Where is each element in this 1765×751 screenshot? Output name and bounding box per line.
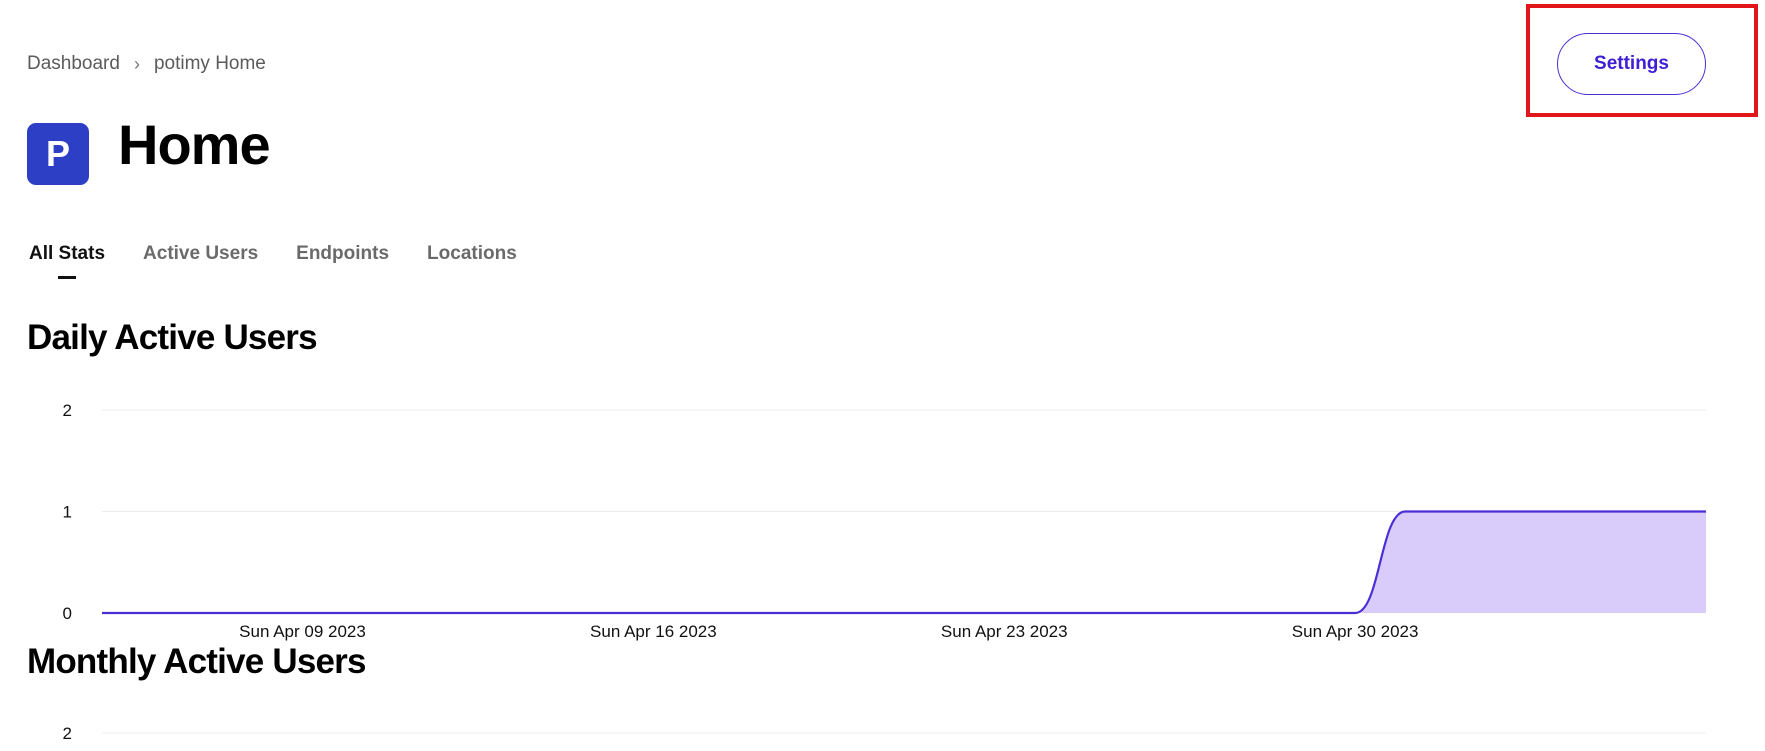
monthly-active-users-title: Monthly Active Users bbox=[27, 642, 366, 681]
daily-y-tick-1: 1 bbox=[63, 503, 72, 522]
daily-x-tick-1: Sun Apr 16 2023 bbox=[590, 622, 717, 641]
tab-active-users[interactable]: Active Users bbox=[143, 243, 259, 264]
daily-series-line bbox=[102, 510, 1706, 615]
daily-area-fill bbox=[102, 511, 1706, 613]
daily-y-tick-0: 0 bbox=[63, 604, 72, 623]
chevron-right-icon: › bbox=[133, 53, 140, 74]
app-avatar: P bbox=[27, 123, 89, 185]
tab-locations[interactable]: Locations bbox=[427, 243, 517, 264]
monthly-y-tick-2: 2 bbox=[63, 724, 72, 743]
daily-active-users-title: Daily Active Users bbox=[27, 318, 318, 357]
breadcrumb-current: potimy Home bbox=[153, 53, 266, 74]
breadcrumb: Dashboard › potimy Home bbox=[27, 53, 266, 75]
tab-bar: All Stats Active Users Endpoints Locatio… bbox=[29, 243, 517, 279]
tab-endpoints[interactable]: Endpoints bbox=[296, 243, 390, 264]
daily-x-tick-0: Sun Apr 09 2023 bbox=[239, 622, 366, 641]
breadcrumb-dashboard-link[interactable]: Dashboard bbox=[27, 53, 120, 74]
daily-y-tick-2: 2 bbox=[63, 401, 72, 420]
daily-x-tick-2: Sun Apr 23 2023 bbox=[941, 622, 1068, 641]
tab-all-stats[interactable]: All Stats bbox=[29, 243, 105, 279]
settings-button[interactable]: Settings bbox=[1557, 33, 1706, 95]
daily-x-tick-3: Sun Apr 30 2023 bbox=[1292, 622, 1419, 641]
page-title: Home bbox=[118, 113, 271, 176]
